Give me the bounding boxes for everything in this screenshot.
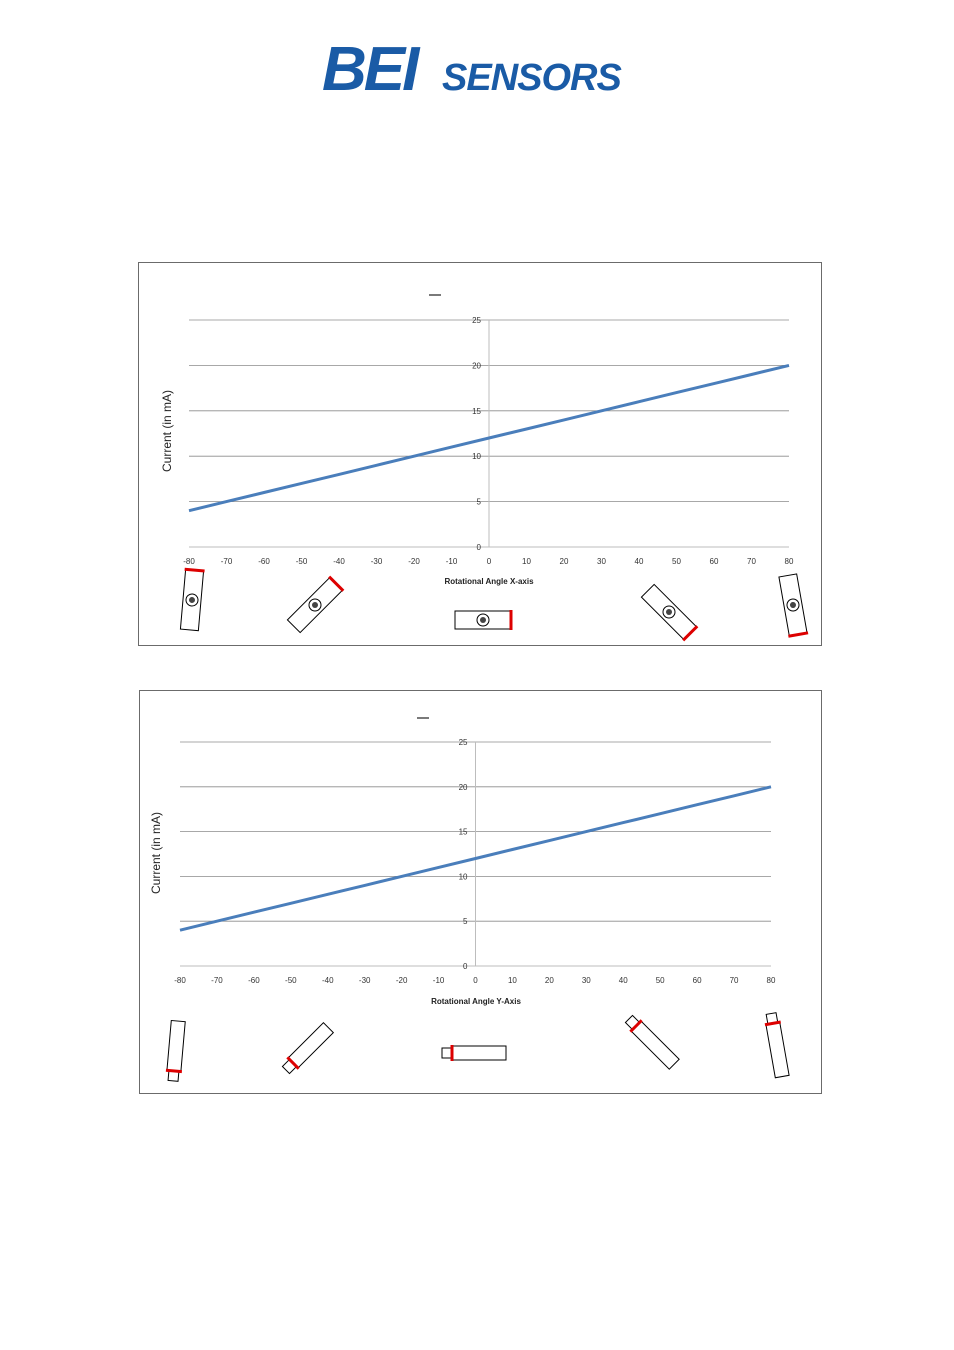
bei-sensors-logo: BEI SENSORS <box>322 36 622 98</box>
x-axis-label: Rotational Angle Y-Axis <box>431 997 521 1006</box>
sensor-side-plus-80-icon <box>764 1012 790 1079</box>
sensor-tilt-plus-45-icon <box>640 583 699 642</box>
y-tick-label: 0 <box>463 962 468 971</box>
y-tick-label: 5 <box>477 498 482 507</box>
x-tick-label: 40 <box>635 557 644 566</box>
x-tick-label: 20 <box>560 557 569 566</box>
x-tick-label: -10 <box>433 976 445 985</box>
y-tick-label: 15 <box>472 407 481 416</box>
x-tick-label: -50 <box>296 557 308 566</box>
x-tick-label: 40 <box>619 976 628 985</box>
y-tick-label: 25 <box>459 738 468 747</box>
x-tick-label: -30 <box>371 557 383 566</box>
x-tick-label: 60 <box>693 976 702 985</box>
x-tick-label: 10 <box>508 976 517 985</box>
x-tick-label: -40 <box>333 557 345 566</box>
x-tick-label: -40 <box>322 976 334 985</box>
logo-sensors-text: SENSORS <box>442 57 621 98</box>
logo-bold-text: BEI <box>322 36 421 98</box>
x-tick-label: 10 <box>522 557 531 566</box>
chart-y-axis: 0 5 10 15 20 25 -80 -70 -60 -50 -40 -30 -20 -10 0 10 20… <box>139 690 822 1094</box>
x-tick-label: 0 <box>473 976 478 985</box>
sensor-side-plus-45-icon <box>624 1014 680 1070</box>
y-tick-label: 10 <box>472 452 481 461</box>
x-tick-label: -80 <box>174 976 186 985</box>
x-tick-label: -60 <box>248 976 260 985</box>
series-line <box>188 363 790 513</box>
x-tick-label: -30 <box>359 976 371 985</box>
sensor-side-minus-80-icon <box>165 1019 186 1082</box>
y-tick-label: 20 <box>459 783 468 792</box>
sensor-side-level-icon <box>441 1045 507 1061</box>
y-tick-label: 25 <box>472 316 481 325</box>
sensor-level-icon <box>454 610 513 630</box>
x-tick-label: 30 <box>597 557 606 566</box>
x-tick-label: 50 <box>656 976 665 985</box>
x-tick-label: -80 <box>183 557 195 566</box>
x-tick-label: 50 <box>672 557 681 566</box>
x-tick-label: 60 <box>710 557 719 566</box>
x-tick-label: 0 <box>487 557 492 566</box>
x-tick-label: -70 <box>221 557 233 566</box>
x-tick-label: -50 <box>285 976 297 985</box>
sensor-side-minus-45-icon <box>281 1021 335 1075</box>
series-line <box>179 785 772 932</box>
sensor-tilt-minus-80-icon <box>179 567 205 632</box>
x-tick-label: 30 <box>582 976 591 985</box>
x-tick-label: 20 <box>545 976 554 985</box>
y-tick-label: 5 <box>463 917 468 926</box>
x-tick-label: -20 <box>408 557 420 566</box>
x-tick-label: -60 <box>258 557 270 566</box>
x-tick-label: -10 <box>446 557 458 566</box>
y-tick-label: 0 <box>477 543 482 552</box>
x-tick-label: 70 <box>747 557 756 566</box>
chart-x-axis-svg: 0 5 10 15 20 25 -80 -70 -60 -50 -40 -30 -20 -10 0 10 20… <box>160 294 809 642</box>
x-tick-label: 70 <box>730 976 739 985</box>
x-tick-label: 80 <box>767 976 776 985</box>
x-tick-label: 80 <box>785 557 794 566</box>
sensor-tilt-plus-80-icon <box>778 573 809 638</box>
y-axis-label: Current (in mA) <box>160 390 174 472</box>
x-tick-label: -20 <box>396 976 408 985</box>
y-tick-label: 20 <box>472 361 481 370</box>
x-tick-label: -70 <box>211 976 223 985</box>
y-axis-label: Current (in mA) <box>149 812 163 894</box>
y-tick-label: 15 <box>459 828 468 837</box>
sensor-tilt-minus-45-icon <box>286 575 345 634</box>
x-axis-label: Rotational Angle X-axis <box>444 577 534 586</box>
chart-y-axis-svg: 0 5 10 15 20 25 -80 -70 -60 -50 -40 -30 -20 -10 0 10 20… <box>149 717 790 1082</box>
chart-x-axis: 0 5 10 15 20 25 -80 -70 -60 -50 -40 -30 -20 -10 0 10 20… <box>138 262 822 646</box>
y-tick-label: 10 <box>459 872 468 881</box>
